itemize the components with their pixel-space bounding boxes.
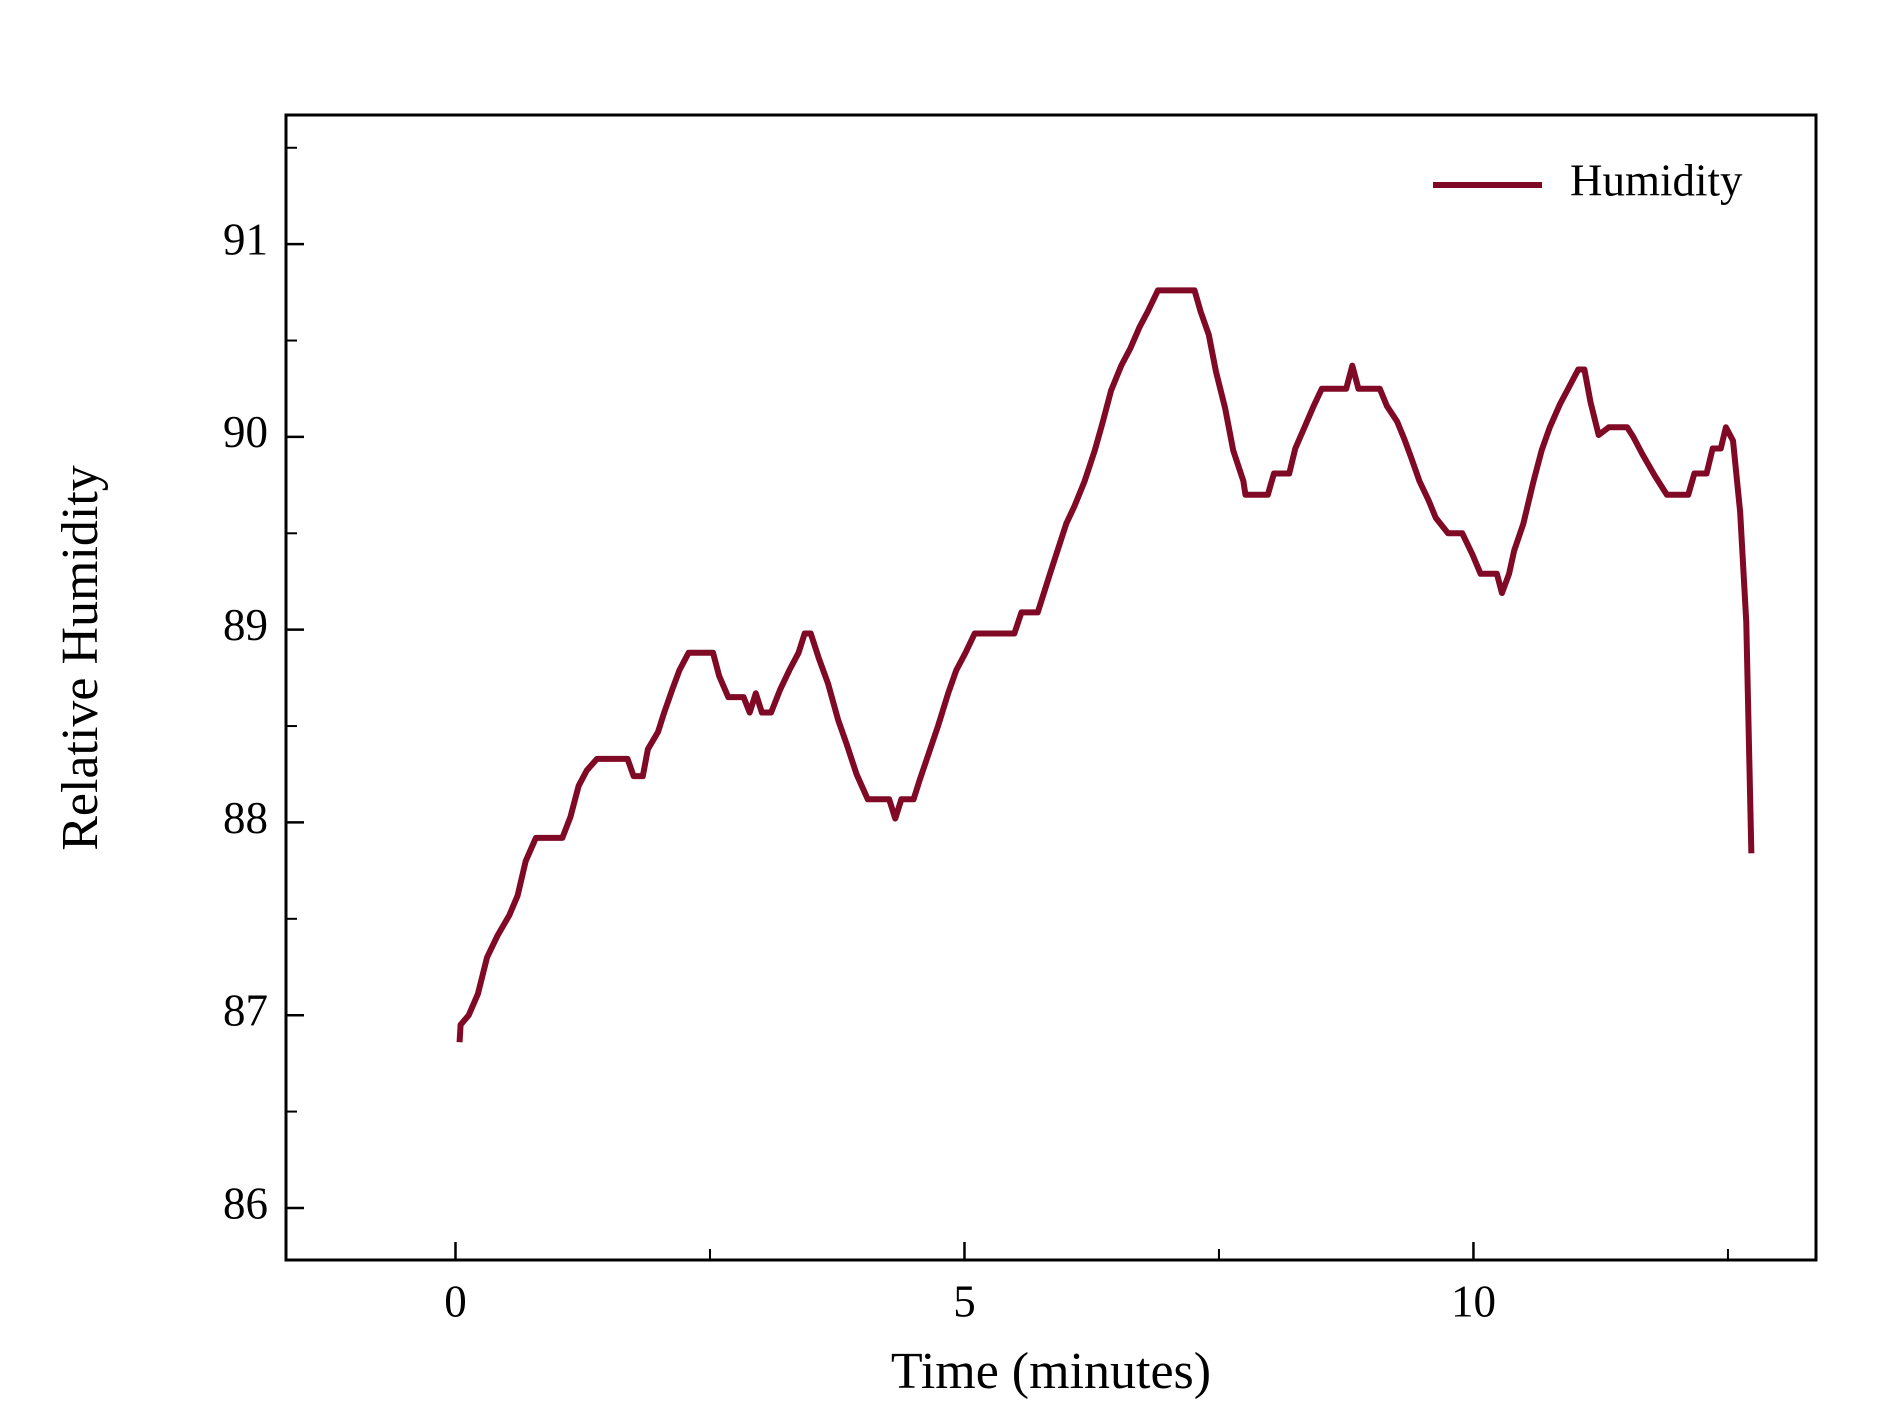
y-tick-label: 87 [223, 986, 268, 1036]
plot-frame [284, 113, 1818, 1262]
x-tick-label: 5 [953, 1276, 976, 1326]
legend-label: Humidity [1570, 155, 1743, 205]
y-tick-label: 88 [223, 793, 268, 843]
x-tick-label: 0 [444, 1276, 467, 1326]
y-tick-label: 91 [223, 214, 268, 264]
data-line [456, 287, 1755, 1043]
y-tick-label: 86 [223, 1178, 268, 1228]
x-tick-label: 10 [1451, 1276, 1496, 1326]
x-axis-label: Time (minutes) [891, 1343, 1211, 1400]
y-tick-label: 90 [223, 407, 268, 457]
y-axis-label: Relative Humidity [52, 465, 109, 851]
y-tick-label: 89 [223, 600, 268, 650]
